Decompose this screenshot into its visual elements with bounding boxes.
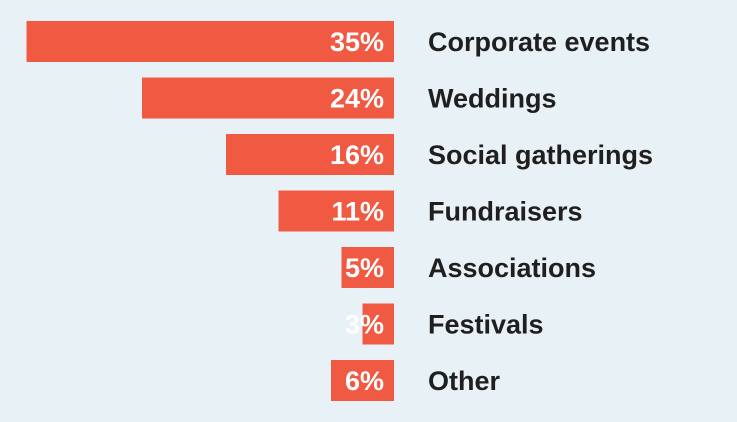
category-label-1: Weddings — [428, 84, 557, 114]
bar-value-label-2: 16% — [330, 140, 384, 170]
category-label-4: Associations — [428, 253, 596, 283]
category-label-6: Other — [428, 366, 501, 396]
bar-5 — [362, 303, 394, 345]
bar-3 — [278, 190, 394, 232]
category-label-3: Fundraisers — [428, 197, 583, 227]
bar-0 — [26, 21, 394, 62]
bar-4 — [341, 247, 394, 288]
bar-value-label-4: 5% — [345, 253, 384, 283]
bar-value-label-5: 3% — [345, 310, 384, 340]
category-label-5: Festivals — [428, 310, 544, 340]
labels-group: 35% Corporate events 24% Weddings 16% Social … — [330, 27, 653, 396]
category-label-2: Social gatherings — [428, 140, 653, 170]
bar-2 — [226, 134, 394, 175]
bar-value-label-1: 24% — [330, 84, 384, 114]
bar-value-label-3: 11% — [331, 197, 384, 227]
category-label-0: Corporate events — [428, 27, 650, 57]
bar-value-label-6: 6% — [345, 366, 384, 396]
bars-group — [26, 21, 394, 401]
bar-6 — [331, 360, 394, 401]
bar-1 — [142, 77, 394, 119]
bar-value-label-0: 35% — [330, 27, 384, 57]
